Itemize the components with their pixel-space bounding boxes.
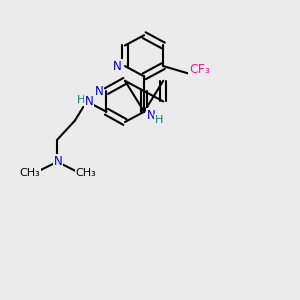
Text: N: N	[95, 85, 103, 98]
Text: N: N	[113, 60, 122, 73]
Text: CH₃: CH₃	[19, 168, 40, 178]
Text: CH₃: CH₃	[75, 168, 96, 178]
Text: N: N	[54, 155, 62, 168]
Text: H: H	[76, 95, 85, 105]
Text: CF₃: CF₃	[189, 63, 210, 76]
Text: H: H	[155, 115, 164, 125]
Text: N: N	[85, 95, 93, 108]
Text: N: N	[147, 109, 156, 122]
